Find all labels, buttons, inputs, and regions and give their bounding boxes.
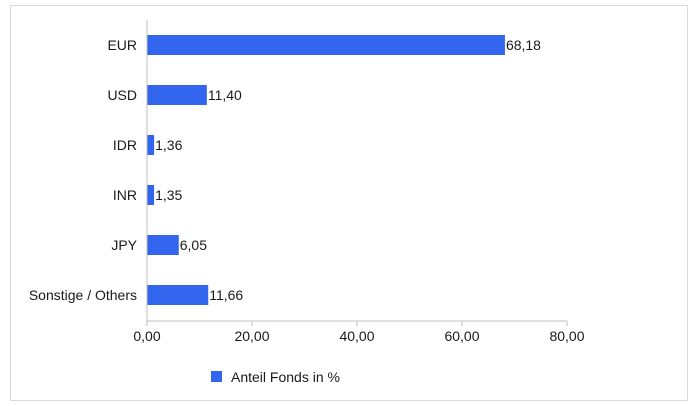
category-label: JPY (111, 237, 137, 253)
value-label: 1,36 (155, 137, 182, 153)
labels-layer: EUR 68,18 USD 11,40 IDR 1,36 INR 1,35 JPY 6,05 Son… (29, 37, 541, 303)
category-label: USD (107, 87, 137, 103)
category-label: EUR (107, 37, 137, 53)
category-label: Sonstige / Others (29, 287, 137, 303)
x-tick-label: 20,00 (234, 328, 269, 344)
x-tick-label: 40,00 (339, 328, 374, 344)
legend-swatch (211, 371, 222, 382)
bar-sonstige-others (147, 285, 209, 305)
x-tick-label: 0,00 (133, 328, 160, 344)
x-tick-label: 80,00 (549, 328, 584, 344)
x-tick-label: 60,00 (444, 328, 479, 344)
category-label: IDR (113, 137, 137, 153)
bar-eur (147, 35, 505, 55)
bar-idr (147, 135, 155, 155)
value-label: 68,18 (506, 37, 541, 53)
value-label: 1,35 (155, 187, 182, 203)
legend-label: Anteil Fonds in % (231, 369, 340, 385)
category-label: INR (113, 187, 137, 203)
bars-layer (147, 35, 505, 305)
value-label: 11,40 (208, 87, 242, 103)
bar-usd (147, 85, 207, 105)
chart-frame (10, 5, 688, 401)
bar-jpy (147, 235, 179, 255)
value-label: 11,66 (209, 287, 243, 303)
axis-layer: 0,00 20,00 40,00 60,00 80,00 (133, 20, 585, 344)
bar-inr (147, 185, 155, 205)
legend: Anteil Fonds in % (211, 369, 340, 385)
value-label: 6,05 (180, 237, 207, 253)
